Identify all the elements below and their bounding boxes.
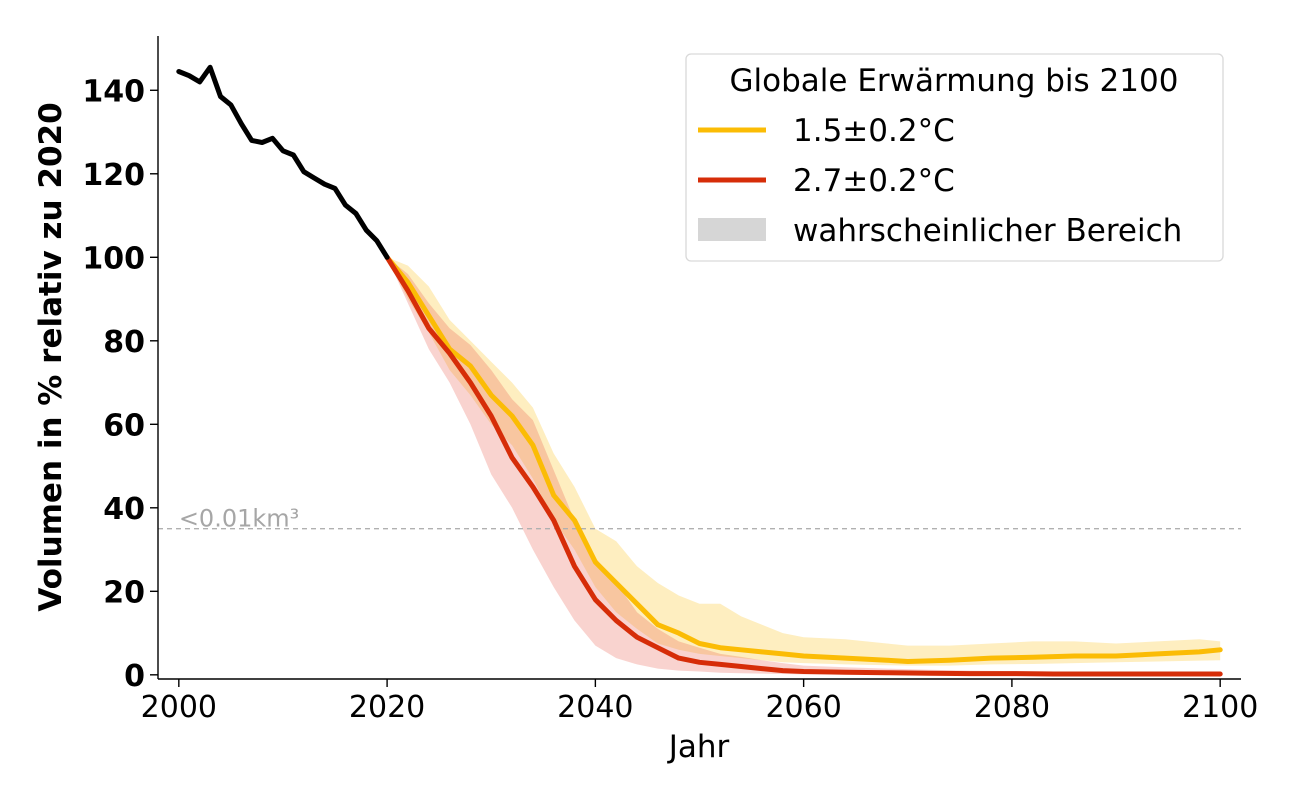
legend-label-1-5c: 1.5±0.2°C xyxy=(793,113,955,149)
legend: Globale Erwärmung bis 2100 1.5±0.2°C 2.7… xyxy=(685,53,1224,262)
legend-label-2-7c: 2.7±0.2°C xyxy=(793,163,955,199)
legend-title: Globale Erwärmung bis 2100 xyxy=(730,63,1179,99)
threshold-label: <0.01km³ xyxy=(179,505,299,533)
y-tick-label: 40 xyxy=(103,492,145,527)
y-tick-label: 0 xyxy=(124,659,145,694)
legend-swatch-range xyxy=(698,218,766,241)
x-tick-label: 2080 xyxy=(974,690,1050,725)
x-tick-label: 2000 xyxy=(141,690,217,725)
axes xyxy=(157,36,1241,680)
y-ticks: 0 20 40 60 80 100 120 140 xyxy=(82,74,158,694)
legend-frame xyxy=(685,53,1224,262)
y-tick-label: 20 xyxy=(103,575,145,610)
x-tick-label: 2060 xyxy=(765,690,841,725)
series-line-1-5c xyxy=(384,254,1223,664)
y-axis-label: Volumen in % relativ zu 2020 xyxy=(33,102,69,611)
likely-range-band-2-7c xyxy=(387,257,1221,675)
historical-volume-line xyxy=(176,64,390,260)
x-ticks: 2000 2020 2040 2060 2080 2100 xyxy=(141,679,1258,725)
x-axis-label: Jahr xyxy=(667,729,730,765)
series-lines xyxy=(176,64,1223,677)
y-tick-label: 60 xyxy=(103,408,145,443)
x-tick-label: 2020 xyxy=(349,690,425,725)
y-tick-label: 120 xyxy=(82,158,145,193)
x-tick-label: 2100 xyxy=(1182,690,1258,725)
legend-label-range: wahrscheinlicher Bereich xyxy=(793,213,1182,249)
y-tick-label: 80 xyxy=(103,325,145,360)
x-tick-label: 2040 xyxy=(557,690,633,725)
y-tick-label: 100 xyxy=(82,241,145,276)
likely-range-bands xyxy=(387,257,1221,675)
series-line-2-7c xyxy=(384,254,1223,677)
y-tick-label: 140 xyxy=(82,74,145,109)
